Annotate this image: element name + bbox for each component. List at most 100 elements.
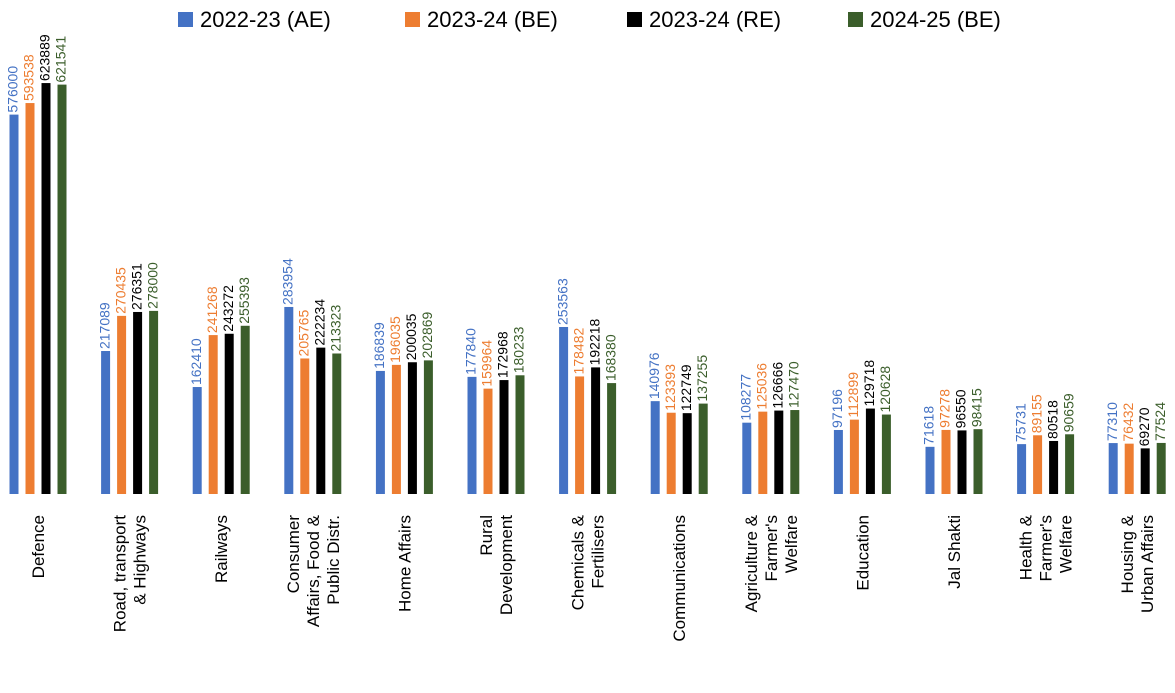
- bar: [117, 315, 127, 494]
- bar: [650, 401, 660, 494]
- value-label: 90659: [1060, 393, 1076, 432]
- bar: [790, 410, 800, 494]
- x-tick-label: Health &Farmer'sWelfare: [1017, 514, 1076, 581]
- value-label: 89155: [1028, 394, 1044, 433]
- value-label: 75731: [1012, 403, 1028, 442]
- x-tick-line: Railways: [212, 515, 231, 583]
- value-label: 71618: [921, 406, 937, 445]
- x-tick-label: Chemicals &Fertilisers: [569, 514, 608, 610]
- bar: [240, 325, 250, 494]
- value-label: 217089: [96, 302, 112, 349]
- x-tick-label: Home Affairs: [395, 515, 414, 612]
- x-tick-label: ConsumerAffairs, Food &Public Distr.: [284, 514, 343, 627]
- x-tick-label: Housing &Urban Affairs: [1118, 514, 1157, 613]
- bar: [881, 414, 891, 494]
- x-tick-label: Agriculture &Farmer'sWelfare: [742, 514, 801, 612]
- bar: [41, 83, 51, 494]
- bar: [1156, 442, 1166, 494]
- bar: [467, 376, 477, 494]
- value-label: 69270: [1136, 407, 1152, 446]
- bar: [957, 430, 967, 494]
- value-label: 576000: [5, 66, 21, 113]
- value-label: 593538: [21, 54, 37, 101]
- bar: [133, 311, 143, 494]
- bar: [682, 413, 692, 494]
- x-tick-line: Fertilisers: [589, 515, 608, 589]
- bar: [1017, 444, 1027, 494]
- value-label: 77310: [1104, 402, 1120, 441]
- value-label: 276351: [128, 263, 144, 310]
- value-label: 621541: [53, 36, 69, 83]
- value-label: 76432: [1120, 403, 1136, 442]
- value-label: 172968: [495, 331, 511, 378]
- x-tick-line: Farmer's: [1037, 515, 1056, 582]
- x-tick-label: Communications: [670, 515, 689, 642]
- value-label: 623889: [37, 34, 53, 81]
- value-label: 270435: [112, 267, 128, 314]
- x-tick-line: Consumer: [284, 515, 303, 594]
- x-tick-line: Health &: [1017, 514, 1036, 580]
- x-tick-line: Welfare: [782, 515, 801, 573]
- value-label: 140976: [646, 352, 662, 399]
- x-tick-line: Rural: [477, 515, 496, 556]
- x-tick-label: Defence: [29, 515, 48, 578]
- bar: [57, 84, 67, 494]
- bar: [483, 388, 493, 494]
- value-label: 122749: [678, 364, 694, 411]
- bar: [758, 411, 768, 494]
- legend-label: 2023-24 (BE): [427, 7, 558, 32]
- legend-swatch: [178, 12, 193, 27]
- x-tick-line: Development: [497, 515, 516, 615]
- value-label: 253563: [554, 278, 570, 325]
- bar: [1124, 443, 1134, 494]
- bar: [1065, 434, 1075, 494]
- value-label: 168380: [602, 334, 618, 381]
- value-label: 162410: [188, 338, 204, 385]
- value-label: 213323: [328, 305, 344, 352]
- bar: [559, 326, 569, 494]
- bar: [224, 333, 234, 494]
- value-label: 80518: [1044, 400, 1060, 439]
- value-label: 186839: [371, 322, 387, 369]
- bar: [499, 380, 509, 494]
- bar: [742, 422, 752, 494]
- value-label: 120628: [877, 366, 893, 413]
- bar: [1108, 443, 1118, 494]
- legend-label: 2022-23 (AE): [200, 7, 331, 32]
- x-tick-line: Welfare: [1057, 515, 1076, 573]
- value-label: 77524: [1152, 402, 1168, 441]
- value-label: 129718: [861, 360, 877, 407]
- value-label: 137255: [694, 355, 710, 402]
- bar: [1140, 448, 1150, 494]
- bar: [1033, 435, 1043, 494]
- x-tick-line: Education: [853, 515, 872, 591]
- bar: [607, 383, 617, 494]
- value-label: 159964: [479, 340, 495, 387]
- bar: [774, 410, 784, 494]
- value-label: 97196: [829, 389, 845, 428]
- value-label: 283954: [280, 258, 296, 305]
- value-label: 96550: [953, 389, 969, 428]
- bar: [423, 360, 433, 494]
- value-label: 200035: [403, 313, 419, 360]
- bar: [925, 446, 935, 494]
- value-label: 178482: [570, 328, 586, 375]
- value-label: 108277: [738, 374, 754, 421]
- x-tick-line: Communications: [670, 515, 689, 642]
- legend-swatch: [627, 12, 642, 27]
- x-tick-line: Public Distr.: [324, 515, 343, 605]
- bar: [698, 403, 708, 494]
- value-label: 222234: [312, 299, 328, 346]
- value-label: 202869: [419, 311, 435, 358]
- x-tick-line: Defence: [29, 515, 48, 578]
- value-label: 125036: [754, 363, 770, 410]
- x-tick-line: Jal Shakti: [945, 515, 964, 589]
- value-label: 278000: [144, 262, 160, 309]
- x-tick-line: Housing &: [1118, 514, 1137, 593]
- value-label: 177840: [463, 328, 479, 375]
- bar: [973, 429, 983, 494]
- bar: [101, 351, 111, 494]
- x-tick-line: Affairs, Food &: [304, 514, 323, 627]
- bar: [192, 387, 202, 494]
